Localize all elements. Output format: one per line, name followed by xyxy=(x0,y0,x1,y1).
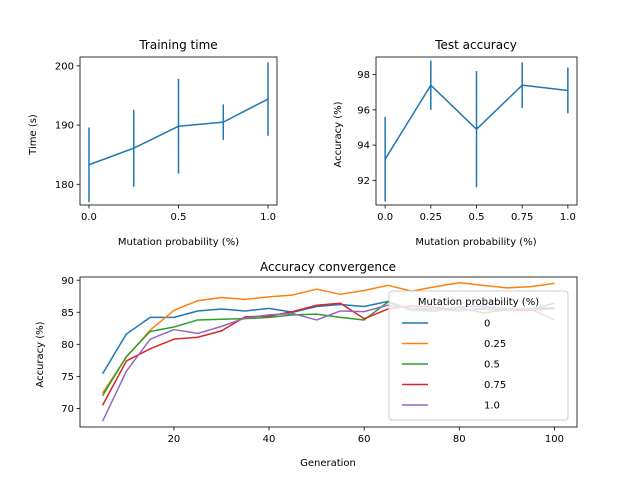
x-tick-label: 0.25 xyxy=(420,212,442,223)
plot-area: 0.0 0.5 1.0 180 190 200 xyxy=(55,56,278,223)
x-tick-label: 1.0 xyxy=(260,212,276,223)
x-tick-label: 20 xyxy=(168,434,181,445)
x-tick-label: 1.0 xyxy=(560,212,576,223)
axes-frame xyxy=(79,276,578,428)
legend-label: 0.75 xyxy=(484,380,506,391)
x-tick-label: 60 xyxy=(358,434,371,445)
training-time-chart: Training time Mutation probability (%) T… xyxy=(28,38,278,248)
y-tick-label: 190 xyxy=(55,121,74,132)
x-axis-label: Mutation probability (%) xyxy=(415,237,536,248)
y-tick-label: 96 xyxy=(357,105,370,116)
chart-title: Accuracy convergence xyxy=(260,260,396,274)
series-line xyxy=(88,98,269,166)
x-tick-label: 0.5 xyxy=(469,212,485,223)
series-line-0-25 xyxy=(101,282,555,394)
legend-label: 0.5 xyxy=(484,360,500,371)
series-line xyxy=(384,84,568,160)
plot-area: 0.0 0.25 0.5 0.75 1.0 92 94 96 98 xyxy=(357,56,578,223)
test-accuracy-chart: Test accuracy Mutation probability (%) A… xyxy=(333,38,578,248)
legend-items: 0 0.25 0.5 0.75 1.0 xyxy=(402,319,506,412)
chart-title: Training time xyxy=(138,38,217,52)
y-tick-label: 200 xyxy=(55,61,74,72)
legend-title: Mutation probability (%) xyxy=(418,297,539,308)
x-tick-label: 0.0 xyxy=(377,212,393,223)
legend-label: 0 xyxy=(484,319,490,330)
y-tick-label: 85 xyxy=(61,308,74,319)
x-tick-label: 0.75 xyxy=(511,212,533,223)
y-tick-label: 70 xyxy=(61,404,74,415)
y-axis-label: Accuracy (%) xyxy=(35,321,46,387)
x-tick-label: 80 xyxy=(453,434,466,445)
y-tick-label: 80 xyxy=(61,340,74,351)
axes-frame xyxy=(375,56,578,206)
x-tick-label: 100 xyxy=(545,434,564,445)
accuracy-convergence-chart: Accuracy convergence Generation Accuracy… xyxy=(35,260,578,469)
axes-frame xyxy=(79,56,278,206)
legend-label: 0.25 xyxy=(484,339,506,350)
x-tick-label: 0.5 xyxy=(171,212,187,223)
y-axis-label: Time (s) xyxy=(28,114,39,156)
y-tick-label: 94 xyxy=(357,141,370,152)
y-tick-label: 92 xyxy=(357,176,370,187)
legend-frame xyxy=(388,290,569,421)
y-tick-label: 180 xyxy=(55,180,74,191)
y-tick-label: 90 xyxy=(61,276,74,287)
y-tick-label: 98 xyxy=(357,70,370,81)
x-tick-label: 0.0 xyxy=(81,212,97,223)
x-axis-label: Mutation probability (%) xyxy=(118,237,239,248)
chart-title: Test accuracy xyxy=(434,38,517,52)
y-tick-label: 75 xyxy=(61,372,74,383)
legend: Mutation probability (%) 0 0.25 0.5 0.75 1.0 xyxy=(388,290,569,421)
x-axis-label: Generation xyxy=(300,458,356,469)
legend-label: 1.0 xyxy=(484,401,500,412)
y-axis-label: Accuracy (%) xyxy=(333,101,344,167)
x-tick-label: 40 xyxy=(263,434,276,445)
